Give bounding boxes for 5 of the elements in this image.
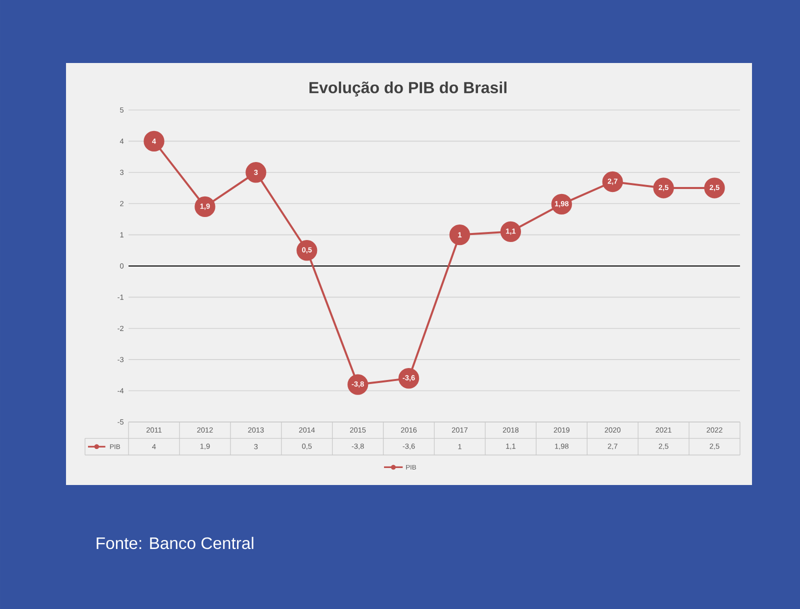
- point: [246, 162, 266, 183]
- source-note: Fonte: Banco Central: [96, 536, 254, 550]
- point: [449, 224, 470, 246]
- point: [144, 130, 164, 152]
- chart-title: Evolução do PIB do Brasil: [309, 82, 506, 96]
